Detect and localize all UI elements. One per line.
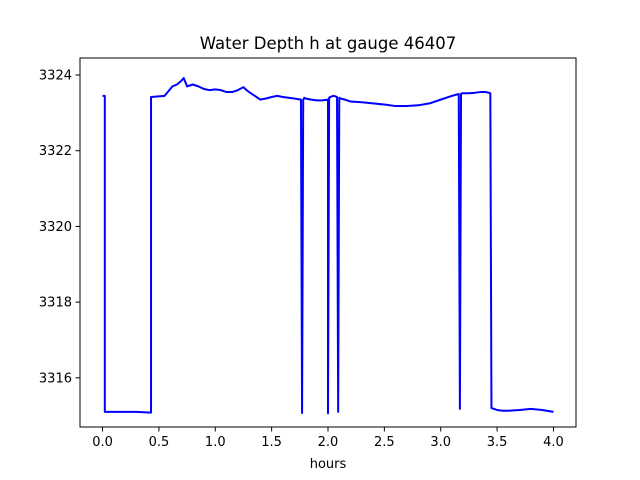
x-tick-label: 1.5: [261, 435, 282, 450]
x-tick-label: 3.5: [487, 435, 508, 450]
series-line-0: [102, 77, 554, 415]
x-tick-label: 2.5: [374, 435, 395, 450]
y-tick-label: 3320: [39, 220, 72, 235]
x-tick-label: 2.0: [318, 435, 339, 450]
ticks-layer: 0.0 0.5 1.0 1.5 2.0 2.5 3.0 3.5 4.0 3316 3318 3320 3…: [39, 69, 564, 450]
y-tick-label: 3322: [39, 144, 72, 159]
chart-title: Water Depth h at gauge 46407: [200, 34, 456, 53]
y-tick-label: 3324: [39, 69, 72, 84]
series-layer: [102, 77, 554, 415]
x-tick-label: 1.0: [205, 435, 226, 450]
x-tick-label: 4.0: [543, 435, 564, 450]
y-tick-label: 3318: [39, 296, 72, 311]
x-tick-label: 3.0: [430, 435, 451, 450]
x-tick-label: 0.0: [92, 435, 113, 450]
x-tick-label: 0.5: [149, 435, 170, 450]
y-tick-label: 3316: [39, 371, 72, 386]
plot-frame: [79, 57, 577, 428]
x-axis-label: hours: [310, 457, 347, 472]
